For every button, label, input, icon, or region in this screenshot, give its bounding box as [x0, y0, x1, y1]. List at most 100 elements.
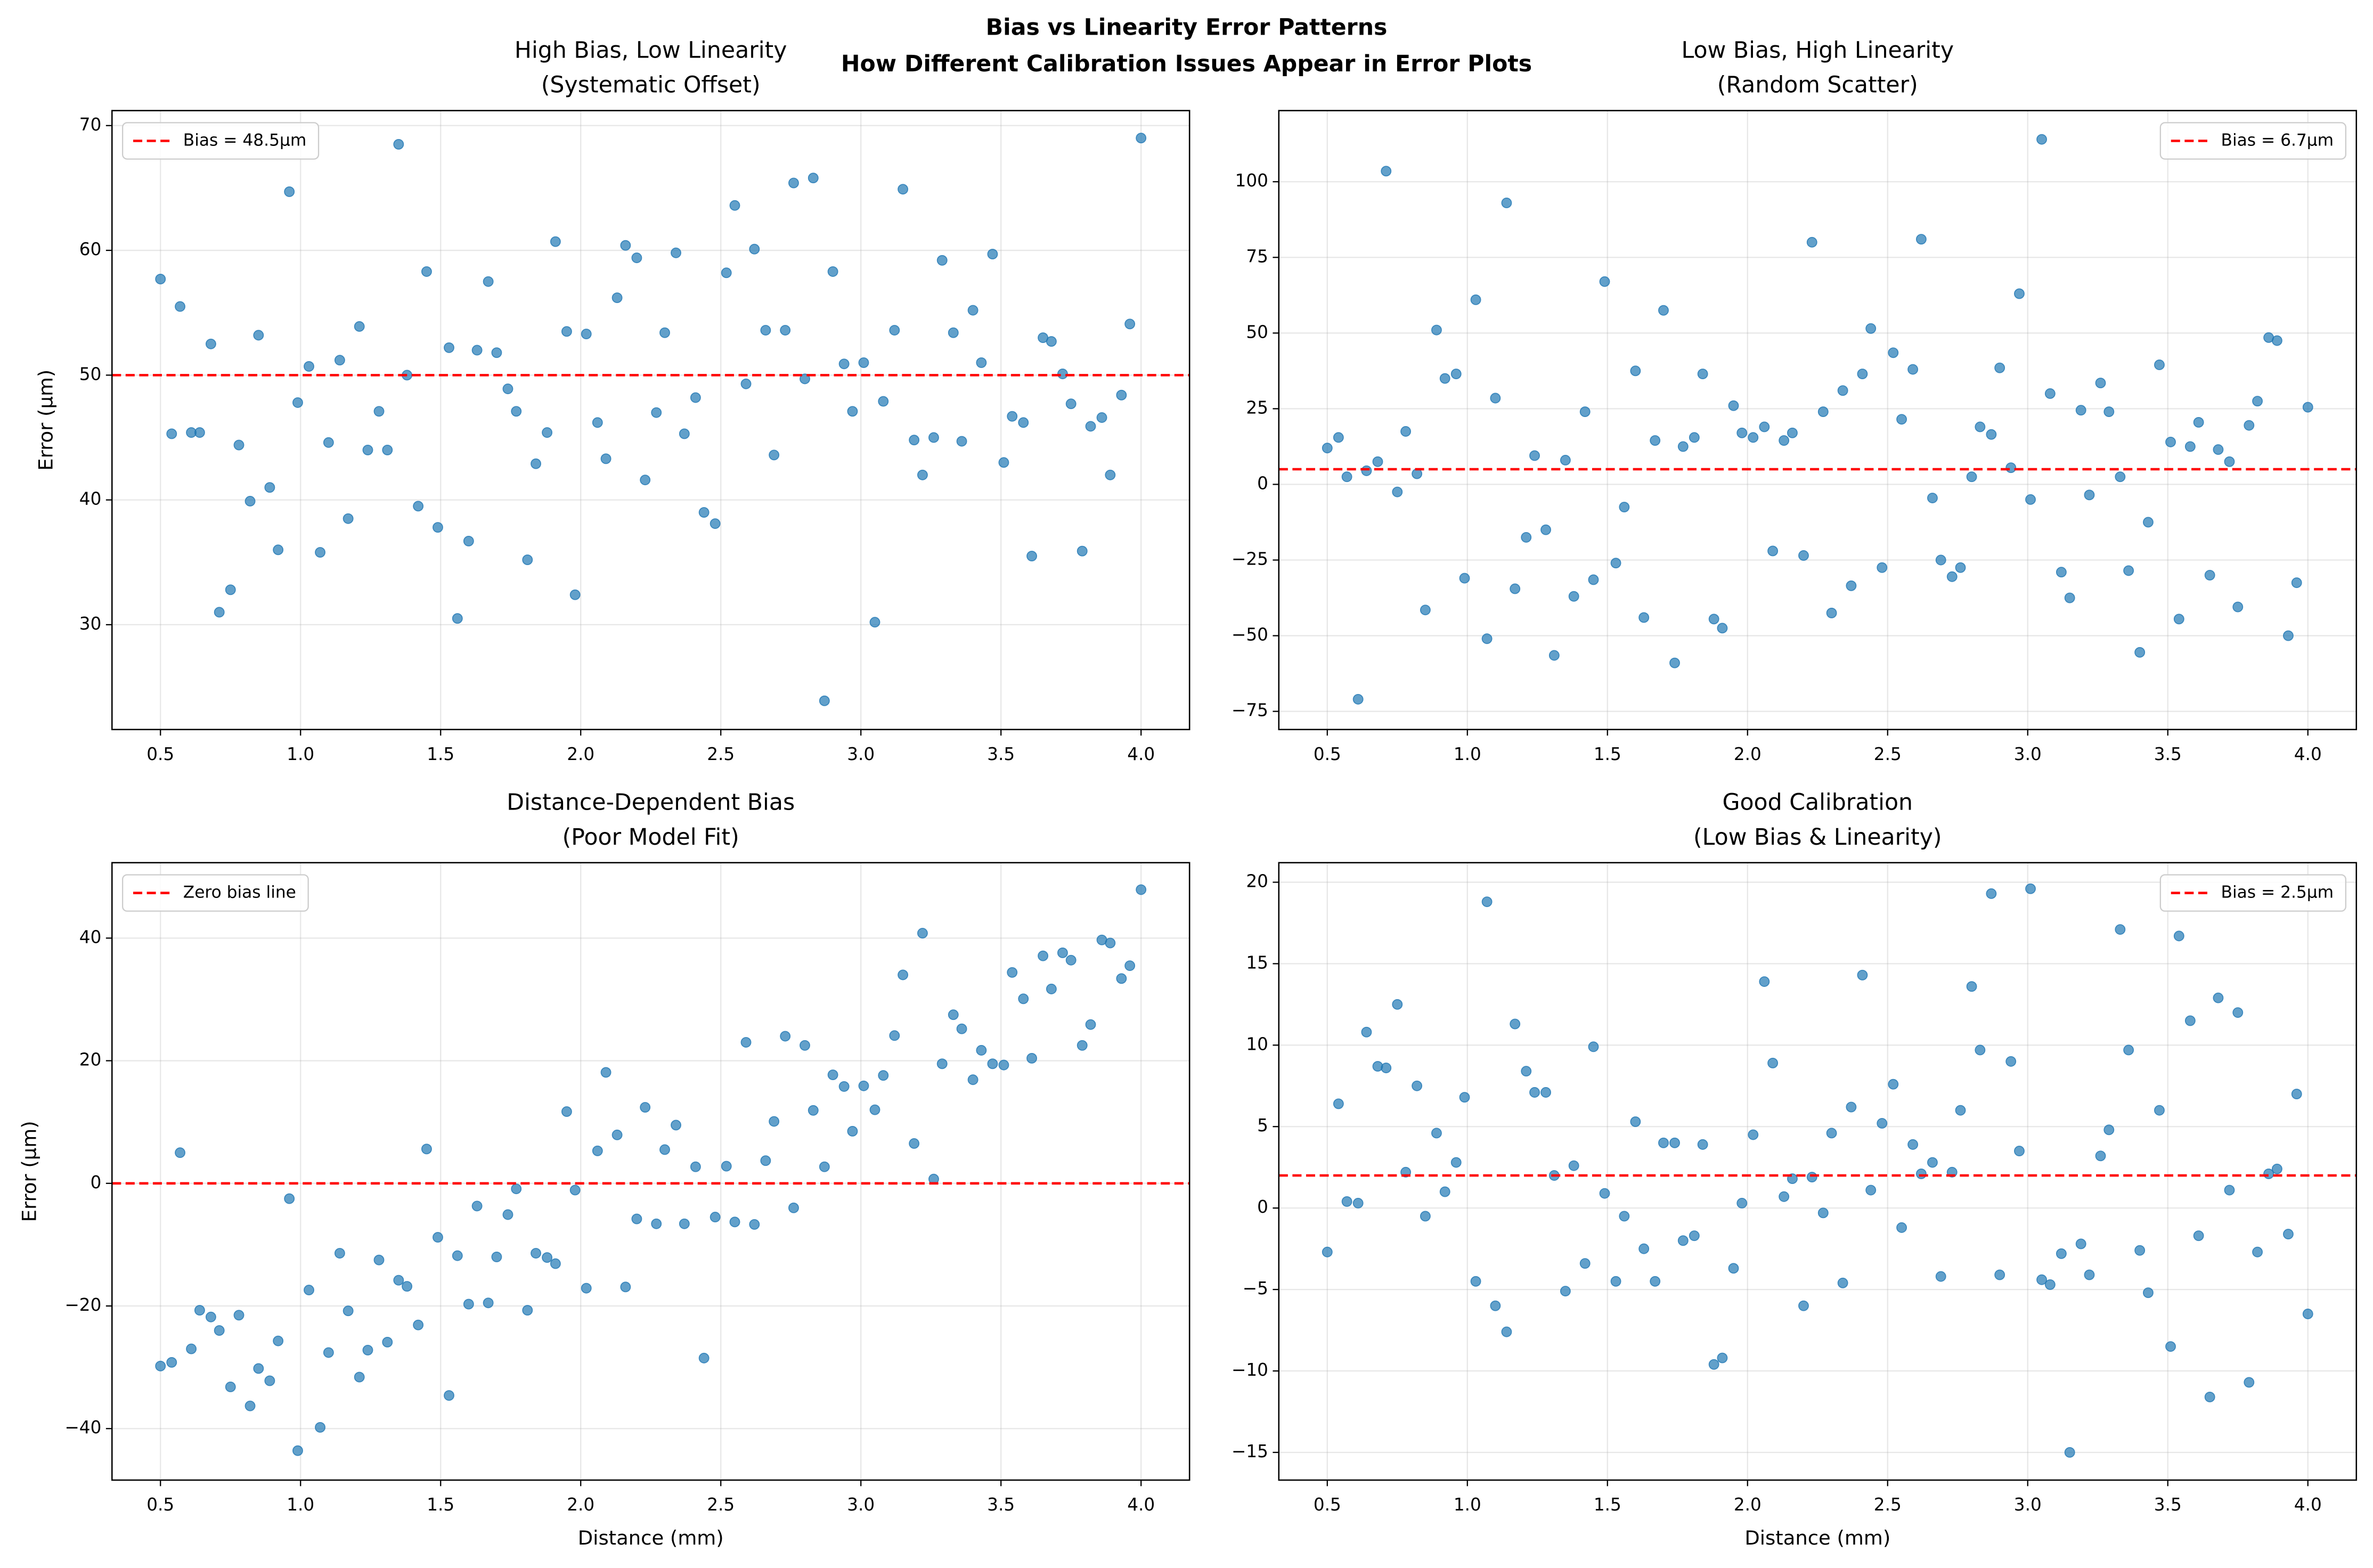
data-point — [1026, 551, 1037, 562]
data-point — [413, 501, 424, 512]
y-tick-label: 0 — [1257, 1197, 1268, 1217]
data-point — [1540, 524, 1552, 535]
data-point — [1046, 336, 1057, 347]
data-point — [214, 607, 225, 618]
data-point — [1759, 976, 1770, 987]
y-tick-label: 0 — [1257, 473, 1268, 493]
data-point — [659, 327, 670, 338]
x-tick-label: 1.5 — [1594, 1494, 1621, 1515]
data-point — [936, 1058, 948, 1069]
data-point — [878, 396, 889, 407]
data-point — [640, 475, 651, 486]
data-point — [2005, 1056, 2017, 1067]
data-point — [1630, 1116, 1641, 1128]
data-point — [1361, 465, 1372, 476]
data-point — [1708, 614, 1719, 625]
data-point — [1798, 550, 1809, 561]
data-point — [1372, 456, 1383, 467]
data-point — [1459, 573, 1470, 584]
data-point — [2244, 420, 2255, 431]
data-point — [898, 184, 909, 195]
data-point — [444, 1390, 454, 1401]
x-axis-label: Distance (mm) — [1744, 1526, 1890, 1549]
data-point — [214, 1325, 225, 1336]
data-point — [769, 1116, 780, 1127]
data-point — [1077, 1040, 1088, 1051]
y-axis-label: Error (µm) — [18, 1121, 40, 1222]
data-point — [1136, 133, 1147, 144]
data-point — [1787, 427, 1798, 438]
data-point — [1599, 276, 1610, 287]
legend: Zero bias line — [122, 874, 309, 912]
data-point — [561, 326, 572, 337]
legend-box — [122, 122, 320, 160]
data-point — [1116, 973, 1127, 984]
data-point — [1907, 1139, 1919, 1150]
data-point — [373, 406, 385, 417]
data-point — [2213, 444, 2224, 455]
data-point — [2232, 1007, 2244, 1018]
data-point — [2064, 592, 2075, 603]
plot-frame — [1278, 110, 2358, 730]
data-point — [1888, 1079, 1899, 1090]
data-point — [225, 1382, 236, 1392]
data-point — [1759, 421, 1770, 432]
data-point — [909, 435, 920, 446]
data-point — [1986, 888, 1997, 899]
data-point — [1826, 608, 1837, 618]
data-point — [1857, 369, 1868, 379]
data-point — [2271, 335, 2282, 346]
data-point — [878, 1070, 889, 1081]
subplot-title: (Low Bias & Linearity) — [1693, 824, 1942, 851]
y-tick-label: 60 — [79, 239, 102, 259]
figure-title: Bias vs Linearity Error Patterns — [986, 14, 1388, 41]
data-point — [1677, 441, 1689, 452]
data-point — [502, 1209, 513, 1220]
data-point — [600, 453, 611, 464]
x-tick-label: 3.0 — [2014, 1494, 2042, 1515]
data-point — [1548, 650, 1560, 661]
data-point — [2103, 406, 2115, 418]
data-point — [253, 330, 264, 341]
data-point — [1352, 693, 1364, 705]
data-point — [1510, 1018, 1521, 1030]
x-tick-label: 0.5 — [146, 1494, 174, 1515]
data-point — [2232, 601, 2244, 612]
data-point — [2014, 1146, 2025, 1157]
data-point — [1116, 389, 1127, 401]
data-point — [1717, 623, 1728, 634]
data-point — [1817, 1207, 1829, 1219]
data-point — [1650, 1276, 1661, 1287]
data-point — [2282, 630, 2294, 641]
data-point — [651, 1218, 662, 1229]
data-point — [2095, 378, 2106, 389]
data-point — [1077, 545, 1088, 557]
data-point — [2123, 565, 2134, 576]
data-point — [956, 1023, 967, 1034]
data-point — [679, 428, 690, 439]
data-point — [1966, 981, 1977, 992]
data-point — [253, 1363, 264, 1374]
data-point — [729, 200, 740, 211]
data-point — [2142, 517, 2154, 528]
data-point — [452, 1250, 463, 1261]
data-point — [1341, 1196, 1352, 1207]
data-point — [1124, 960, 1136, 971]
data-point — [315, 1422, 325, 1433]
data-point — [1736, 1198, 1748, 1208]
data-point — [1057, 369, 1068, 379]
data-point — [362, 444, 373, 455]
y-tick-label: 50 — [1246, 322, 1268, 342]
data-point — [1439, 1186, 1450, 1197]
data-point — [600, 1067, 611, 1078]
data-point — [827, 1069, 838, 1080]
data-point — [1837, 385, 1848, 396]
data-point — [1748, 1129, 1759, 1140]
data-point — [264, 482, 275, 493]
x-tick-label: 1.0 — [1454, 744, 1481, 764]
data-point — [1846, 1101, 1857, 1113]
data-point — [998, 457, 1009, 468]
data-point — [698, 1352, 710, 1363]
data-point — [1085, 1019, 1096, 1030]
x-tick-label: 4.0 — [1127, 1494, 1155, 1515]
